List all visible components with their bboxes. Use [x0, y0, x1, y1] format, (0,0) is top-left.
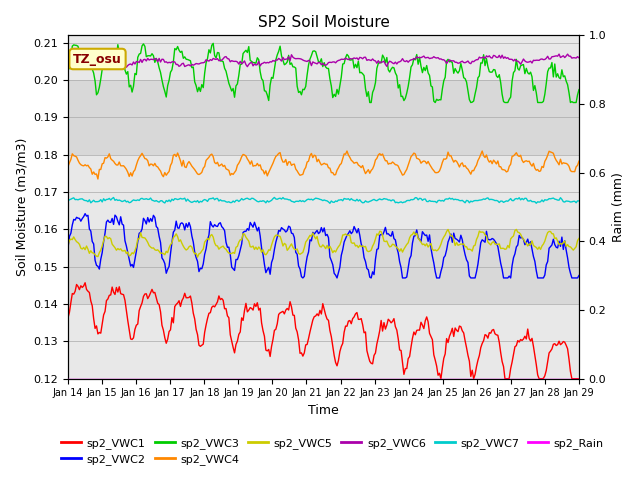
- Title: SP2 Soil Moisture: SP2 Soil Moisture: [257, 15, 389, 30]
- Bar: [68, 155, 579, 229]
- Text: TZ_osu: TZ_osu: [73, 52, 122, 65]
- Y-axis label: Raim (mm): Raim (mm): [612, 172, 625, 242]
- X-axis label: Time: Time: [308, 404, 339, 417]
- Legend: sp2_VWC1, sp2_VWC2, sp2_VWC3, sp2_VWC4, sp2_VWC5, sp2_VWC6, sp2_VWC7, sp2_Rain: sp2_VWC1, sp2_VWC2, sp2_VWC3, sp2_VWC4, …: [57, 433, 608, 469]
- Y-axis label: Soil Moisture (m3/m3): Soil Moisture (m3/m3): [15, 138, 28, 276]
- Bar: [68, 36, 579, 80]
- Bar: [68, 304, 579, 379]
